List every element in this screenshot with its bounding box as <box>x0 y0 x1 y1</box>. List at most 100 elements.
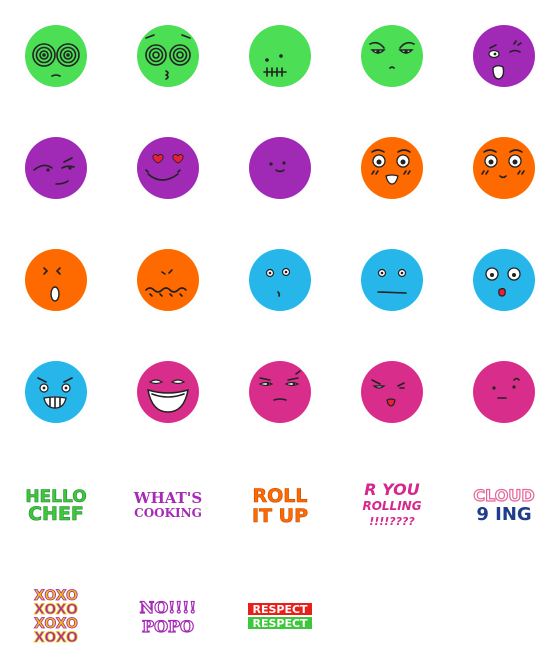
face-circle <box>25 25 87 87</box>
face-sticker-14[interactable] <box>336 224 448 336</box>
face-sticker-2[interactable] <box>112 0 224 112</box>
face-sticker-3[interactable] <box>224 0 336 112</box>
eyebrows-icon <box>371 149 411 153</box>
eye-left-icon <box>265 58 269 62</box>
smile-icon <box>147 173 179 181</box>
surprised-mouth-icon <box>50 286 60 302</box>
eyes-icon <box>258 381 300 387</box>
eyebrows-icon <box>369 41 415 49</box>
face-sticker-9[interactable] <box>336 112 448 224</box>
face-sticker-1[interactable] <box>0 0 112 112</box>
eyebrows-icon <box>483 149 523 153</box>
sticker-line-1: WHAT'S <box>133 489 202 507</box>
eye-right-icon <box>282 161 286 165</box>
grin-mouth-icon <box>385 174 399 185</box>
teeth-icon <box>49 397 61 409</box>
sticker-line-4: XOXO <box>34 630 78 646</box>
o-mouth-icon <box>498 287 506 297</box>
text-sticker-cloud-9-ing[interactable]: CLOUD 9 ING <box>448 448 560 560</box>
spiral-eye-left-icon <box>145 44 167 66</box>
mouth-icon <box>275 169 285 173</box>
sticker-line-1: XOXO <box>34 588 78 604</box>
eye-left-icon <box>372 385 386 389</box>
sticker-line-1: CLOUD <box>473 486 534 505</box>
face-sticker-13[interactable] <box>224 224 336 336</box>
mouth-icon <box>389 66 395 69</box>
respect-band-bottom <box>248 617 312 629</box>
face-sticker-17[interactable] <box>112 336 224 448</box>
face-circle <box>361 25 423 87</box>
face-circle <box>473 25 535 87</box>
eye-right-icon <box>279 54 283 58</box>
kiss-mouth-icon <box>165 70 169 80</box>
cheek-marks-icon <box>145 169 181 173</box>
sticker-line-2: 9 ING <box>476 504 531 525</box>
face-circle <box>25 137 87 199</box>
face-circle <box>25 249 87 311</box>
respect-band-top <box>248 603 312 615</box>
flat-mouth-icon <box>377 291 407 294</box>
face-circle <box>249 249 311 311</box>
sticker-line-1: R YOU <box>364 480 420 499</box>
sticker-line-2: ROLLING <box>362 499 421 513</box>
text-sticker-xoxo[interactable]: XOXO XOXO XOXO XOXO <box>0 560 112 672</box>
face-sticker-4[interactable] <box>336 0 448 112</box>
blush-icon <box>481 170 525 175</box>
face-sticker-20[interactable] <box>448 336 560 448</box>
eye-right-icon <box>61 165 75 169</box>
text-sticker-respect[interactable]: RESPECT RESPECT <box>224 560 336 672</box>
face-circle <box>137 25 199 87</box>
sticker-line-2: COOKING <box>134 506 202 520</box>
eyebrow-icon <box>489 44 497 49</box>
face-sticker-16[interactable] <box>0 336 112 448</box>
face-circle <box>473 361 535 423</box>
face-sticker-5[interactable] <box>448 0 560 112</box>
face-sticker-15[interactable] <box>448 224 560 336</box>
text-sticker-whats-cooking[interactable]: WHAT'S COOKING <box>112 448 224 560</box>
sticker-line-2: POPO <box>142 617 194 636</box>
face-sticker-11[interactable] <box>0 224 112 336</box>
face-sticker-6[interactable] <box>0 112 112 224</box>
text-sticker-no-popo[interactable]: NO!!!! POPO <box>112 560 224 672</box>
heart-eye-right-icon <box>172 154 184 164</box>
shocked-mouth-icon <box>492 65 505 80</box>
text-sticker-r-you-rolling[interactable]: R YOU ROLLING !!!!???? <box>336 448 448 560</box>
spiral-eye-right-icon <box>56 43 80 67</box>
text-sticker-roll-it-up[interactable]: ROLL IT UP <box>224 448 336 560</box>
sticker-line-2: IT UP <box>252 505 308 527</box>
face-sticker-8[interactable] <box>224 112 336 224</box>
face-sticker-19[interactable] <box>336 336 448 448</box>
sticker-line-2: RESPECT <box>252 617 308 630</box>
face-sticker-10[interactable] <box>448 112 560 224</box>
face-circle <box>249 361 311 423</box>
face-sticker-18[interactable] <box>224 336 336 448</box>
eyebrows-icon <box>145 34 191 39</box>
face-circle <box>361 361 423 423</box>
text-sticker-hello-chef[interactable]: HELLO CHEF <box>0 448 112 560</box>
teeth-icon <box>149 293 183 297</box>
face-circle <box>473 249 535 311</box>
sticker-line-3: XOXO <box>34 616 78 632</box>
face-sticker-7[interactable] <box>112 112 224 224</box>
wavy-mouth-icon <box>145 287 187 293</box>
face-circle <box>137 249 199 311</box>
spiral-eye-left-icon <box>32 43 56 67</box>
eye-right-icon <box>509 49 521 53</box>
spiral-eye-right-icon <box>169 44 191 66</box>
eyebrows-icon <box>371 379 405 387</box>
face-sticker-12[interactable] <box>112 224 224 336</box>
eyebrows-icon <box>259 370 301 381</box>
sticker-line-1: ROLL <box>253 485 308 507</box>
sticker-line-1: RESPECT <box>252 603 308 616</box>
stitched-mouth-icon <box>263 67 287 77</box>
face-circle <box>361 137 423 199</box>
mouth-icon <box>51 74 61 77</box>
eye-left-icon <box>492 386 496 390</box>
sticker-line-2: XOXO <box>34 602 78 618</box>
sweat-icon <box>513 40 522 46</box>
heart-eye-left-icon <box>152 154 164 164</box>
face-circle <box>249 137 311 199</box>
sticker-line-2: CHEF <box>28 503 84 525</box>
face-circle <box>473 137 535 199</box>
